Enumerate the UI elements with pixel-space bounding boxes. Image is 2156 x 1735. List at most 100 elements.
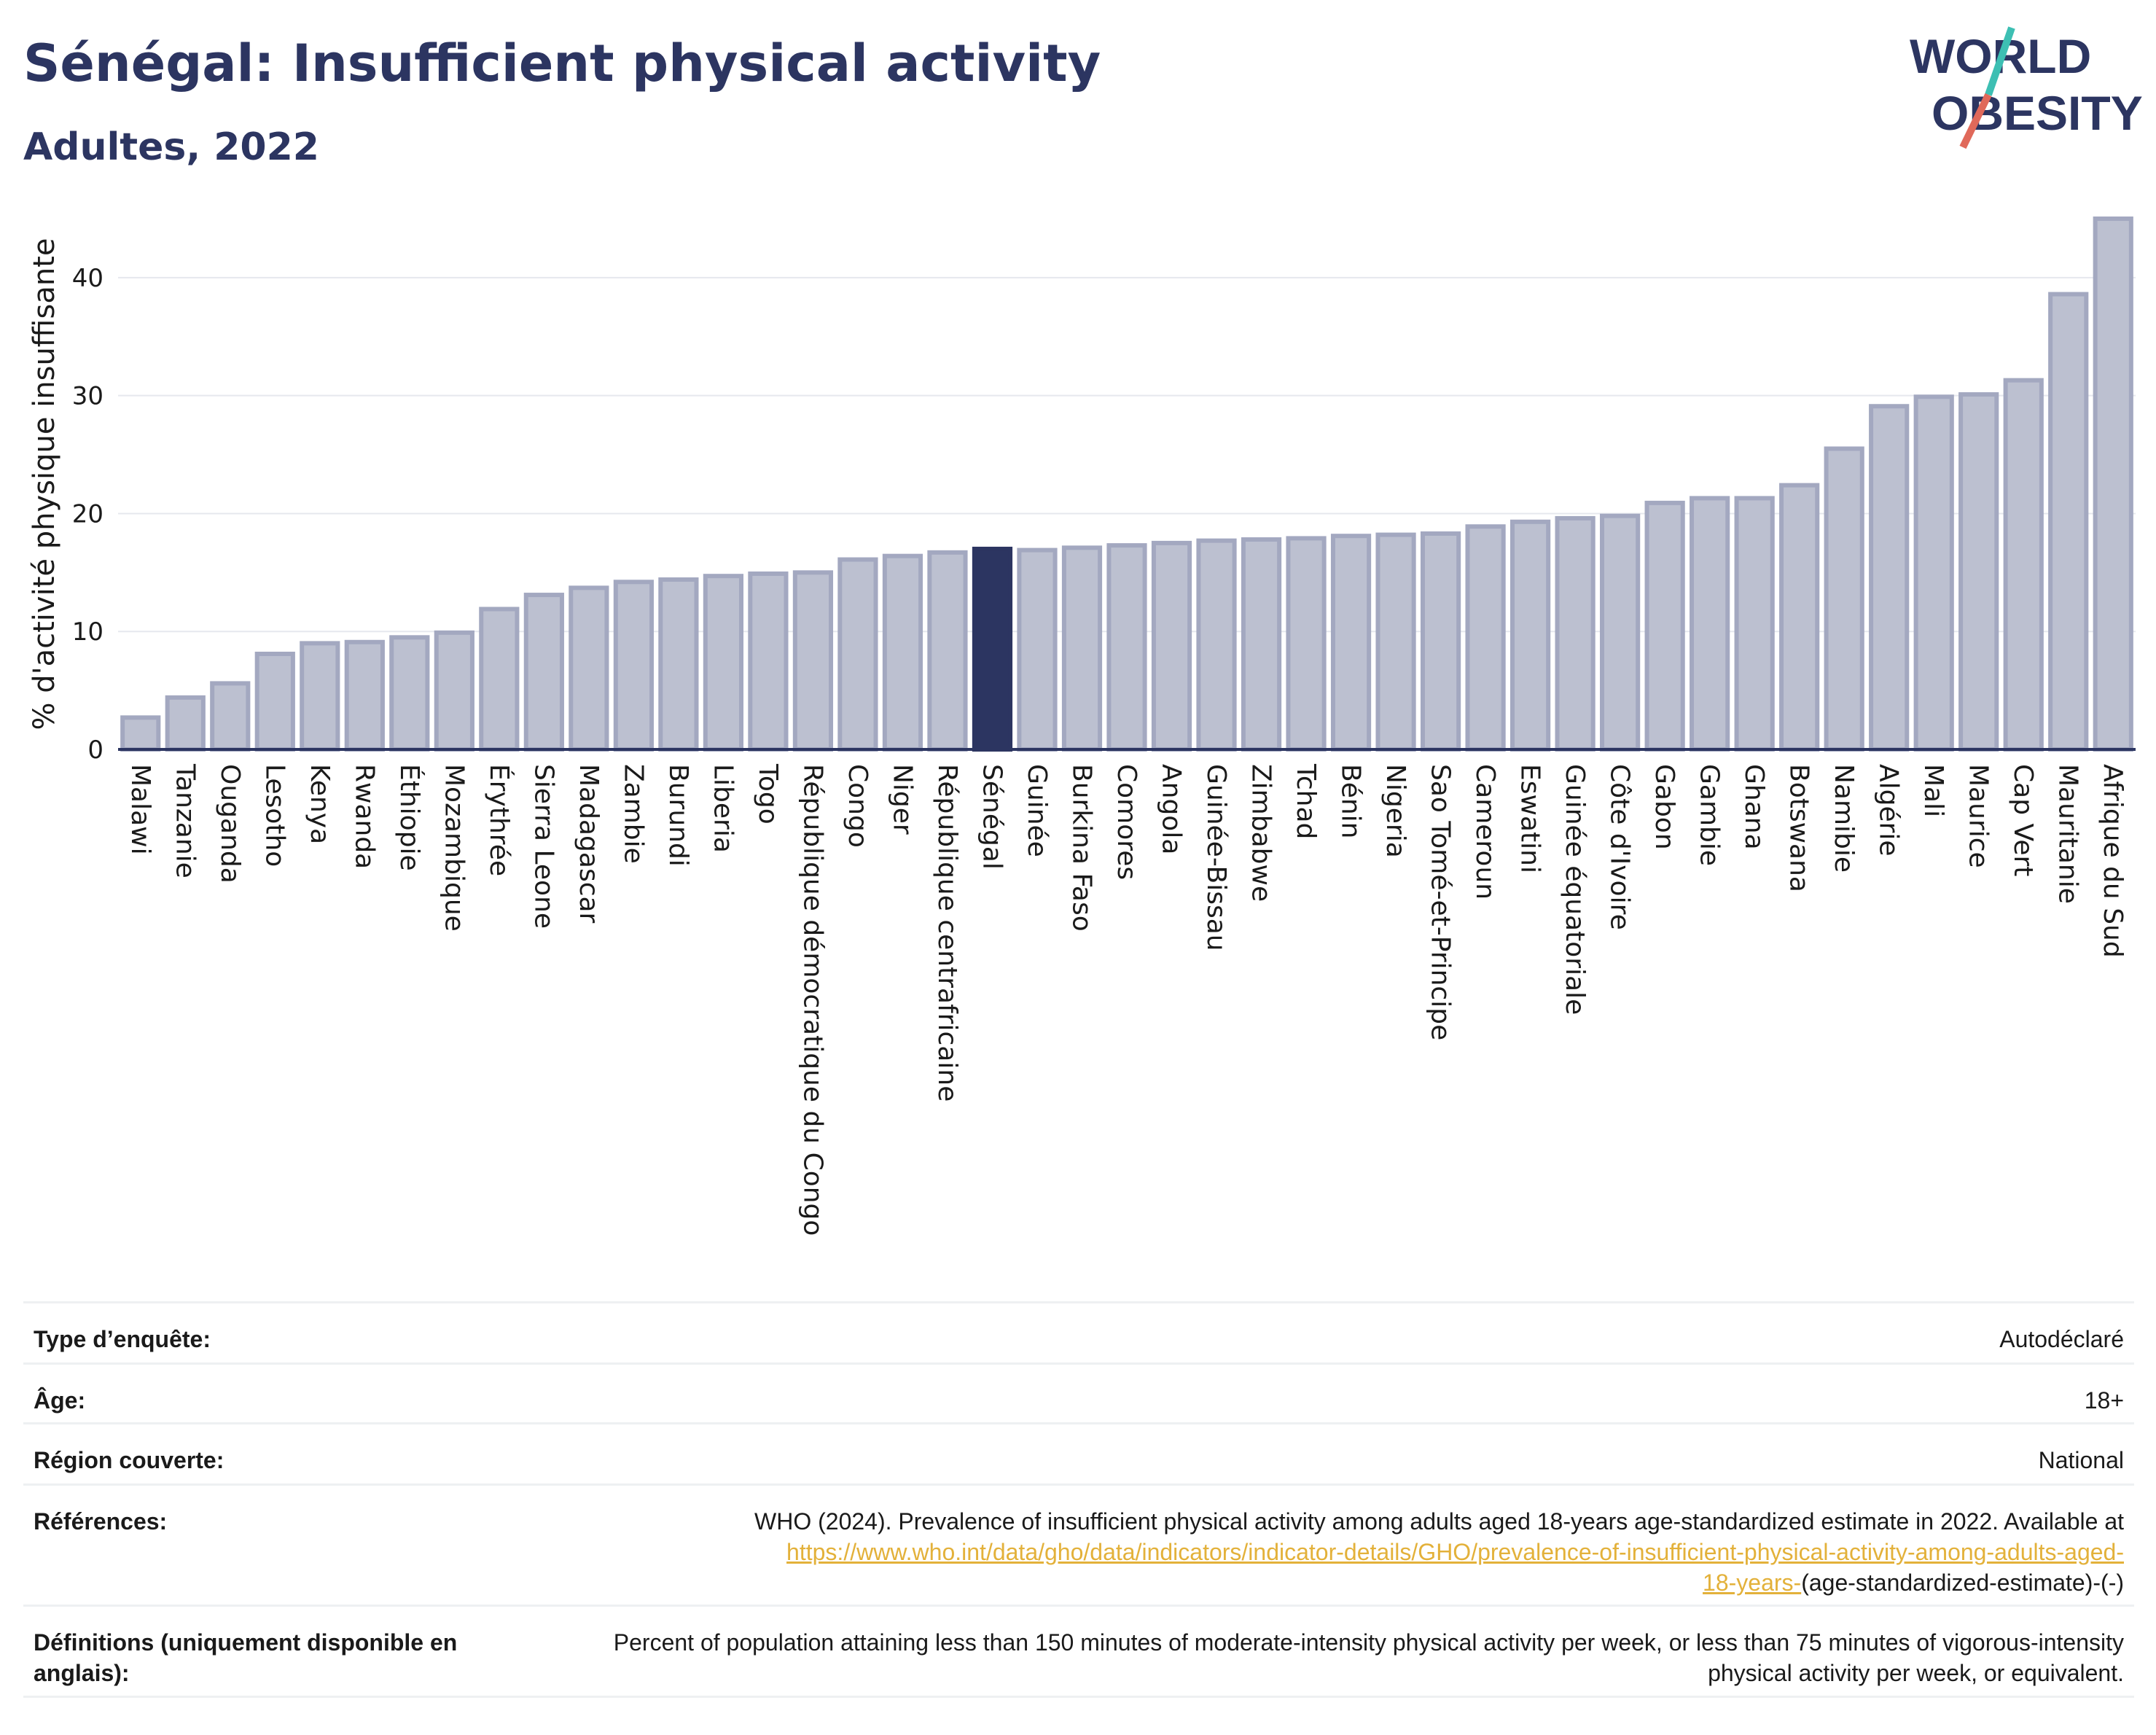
bar-burundi (658, 577, 699, 752)
bar-malawi (120, 715, 161, 752)
x-tick-label: Lesotho (259, 764, 289, 867)
x-tick-label: Togo (753, 763, 783, 824)
page-title: Sénégal: Insufficient physical activity (23, 34, 1101, 93)
bar-burkina-faso (1061, 545, 1103, 752)
x-tick-label: Tanzanie (170, 763, 200, 878)
x-tick-label: Maurice (1964, 764, 1993, 868)
bar-botswana (1779, 483, 1820, 752)
bar-guin-e (1017, 547, 1058, 752)
logo-line2: OBESITY (1932, 86, 2143, 140)
bar-cap-vert (2003, 378, 2044, 752)
y-tick-label: 30 (72, 382, 103, 411)
x-tick-label: Nigeria (1380, 764, 1410, 858)
x-tick-label: Ghana (1739, 764, 1769, 850)
bar-afrique-du-sud (2093, 217, 2133, 752)
bar-rwanda (344, 639, 385, 752)
x-tick-label: Afrique du Sud (2098, 764, 2128, 958)
x-tick-label: Mali (1918, 764, 1948, 817)
survey-type-row: Type d’enquête: Autodéclaré (23, 1301, 2134, 1362)
bar-lesotho (254, 651, 295, 752)
x-tick-label: Érythrée (484, 764, 515, 876)
bar-alg-rie (1869, 404, 1910, 752)
x-tick-label: Zimbabwe (1246, 764, 1276, 902)
x-tick-label: Mauritanie (2053, 764, 2083, 904)
bar-togo (748, 571, 789, 752)
info-table: Type d’enquête: Autodéclaré Âge: 18+ Rég… (23, 1301, 2134, 1698)
x-tick-label: Angola (1157, 764, 1187, 854)
x-tick-label: Tchad (1291, 763, 1321, 839)
region-label: Région couverte: (34, 1447, 224, 1473)
x-tick-label: Guinée équatoriale (1560, 764, 1590, 1015)
bar-eswatini (1509, 519, 1551, 752)
age-value: 18+ (2084, 1387, 2124, 1414)
bar-b-nin (1330, 534, 1372, 752)
bar-sao-tom-et-principe (1420, 531, 1461, 752)
x-tick-label: Kenya (305, 764, 335, 844)
bar-mozambique (434, 630, 474, 752)
definitions-value: Percent of population attaining less tha… (613, 1629, 2124, 1686)
x-tick-label: Cameroun (1470, 764, 1500, 900)
bar-guin-e-quatoriale (1555, 515, 1595, 752)
bar-comores (1106, 543, 1147, 752)
references-row: Références: WHO (2024). Prevalence of in… (23, 1483, 2134, 1605)
x-tick-label: Malawi (125, 764, 155, 855)
x-tick-label: Burundi (663, 764, 693, 867)
bar-tanzanie (165, 695, 206, 752)
x-tick-label: Sierra Leone (528, 764, 558, 929)
bar-kenya (300, 641, 340, 752)
bar-ouganda (210, 681, 251, 752)
x-tick-label: Burkina Faso (1066, 764, 1096, 932)
bar-cameroun (1465, 524, 1506, 752)
region-row: Région couverte: National (23, 1422, 2134, 1483)
definitions-row: Définitions (uniquement disponible en an… (23, 1605, 2134, 1698)
y-tick-label: 0 (87, 736, 103, 765)
x-tick-label: Bénin (1336, 764, 1366, 838)
references-link-cont[interactable]: 18-years- (1703, 1570, 1802, 1596)
x-tick-label: Ouganda (215, 764, 245, 884)
bar-congo (837, 557, 878, 752)
x-tick-label: Éthiopie (394, 764, 425, 871)
bar-zambie (613, 580, 654, 752)
bar-gabon (1644, 500, 1685, 752)
y-axis-label: % d'activité physique insuffisante (28, 238, 61, 730)
region-value: National (2038, 1447, 2124, 1473)
bar-gambie (1690, 496, 1730, 752)
bar-mali (1913, 394, 1954, 752)
survey-type-label: Type d’enquête: (34, 1326, 211, 1352)
x-tick-label: Eswatini (1515, 764, 1545, 873)
x-tick-label: Gabon (1649, 764, 1679, 850)
age-row: Âge: 18+ (23, 1362, 2134, 1422)
references-value: WHO (2024). Prevalence of insufficient p… (529, 1506, 2124, 1605)
x-tick-label: République centrafricaine (932, 764, 962, 1102)
bar-zimbabwe (1241, 537, 1282, 752)
survey-type-value: Autodéclaré (1999, 1326, 2124, 1352)
bar-mauritanie (2048, 292, 2089, 752)
x-tick-label: République démocratique du Congo (797, 764, 827, 1236)
y-tick-label: 20 (72, 499, 103, 529)
x-tick-label: Guinée-Bissau (1201, 764, 1231, 951)
x-tick-label: Guinée (1022, 764, 1052, 857)
x-tick-label: Algérie (1874, 764, 1904, 857)
x-tick-label: Rwanda (349, 764, 379, 869)
x-tick-label: Sénégal (977, 764, 1007, 870)
world-obesity-logo: WORLD OBESITY (1910, 26, 2143, 149)
bar-tchad (1286, 536, 1327, 752)
x-tick-label: Cap Vert (2008, 764, 2038, 876)
bar-r-publique-centrafricaine (927, 550, 968, 752)
bar-c-te-d-ivoire (1600, 513, 1641, 752)
bar-nigeria (1375, 532, 1416, 752)
x-tick-label: Congo (843, 764, 872, 848)
references-link[interactable]: https://www.who.int/data/gho/data/indica… (786, 1539, 2124, 1565)
references-label: Références: (34, 1508, 168, 1535)
bar-liberia (703, 574, 744, 752)
x-tick-label: Botswana (1784, 764, 1814, 892)
x-tick-label: Comores (1112, 764, 1141, 880)
bar-guin-e-bissau (1196, 538, 1237, 752)
bar-maurice (1958, 392, 1999, 752)
y-tick-label: 40 (72, 264, 103, 293)
bar-ghana (1734, 496, 1775, 752)
bar-niger (882, 553, 923, 752)
x-tick-label: Liberia (708, 764, 738, 853)
bar--rythr-e (479, 607, 520, 752)
x-tick-label: Mozambique (439, 764, 469, 932)
